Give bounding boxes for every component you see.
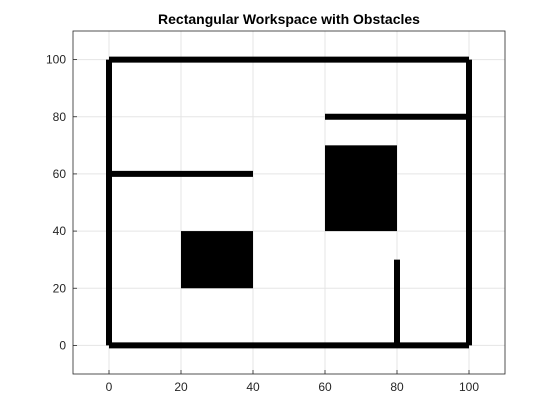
y-tick-label: 80 — [53, 110, 67, 124]
x-tick-label: 0 — [106, 380, 113, 394]
y-tick-label: 60 — [53, 167, 67, 181]
y-tick-label: 0 — [59, 338, 66, 352]
obstacles — [181, 145, 397, 289]
axes-box — [72, 30, 506, 375]
obstacle-block — [325, 145, 397, 232]
x-tick-label: 100 — [459, 380, 479, 394]
x-tick-label: 40 — [246, 380, 260, 394]
y-tick-label: 40 — [53, 224, 67, 238]
walls — [106, 56, 472, 349]
y-tick-label: 100 — [46, 53, 66, 67]
x-tick-label: 60 — [318, 380, 332, 394]
x-tick-label: 80 — [390, 380, 404, 394]
ticks: 0 20 40 60 80 100 0 20 40 60 80 100 — [46, 53, 479, 394]
x-tick-label: 20 — [174, 380, 188, 394]
obstacle-block — [181, 231, 253, 289]
chart-title: Rectangular Workspace with Obstacles — [158, 11, 420, 27]
y-tick-label: 20 — [53, 281, 67, 295]
